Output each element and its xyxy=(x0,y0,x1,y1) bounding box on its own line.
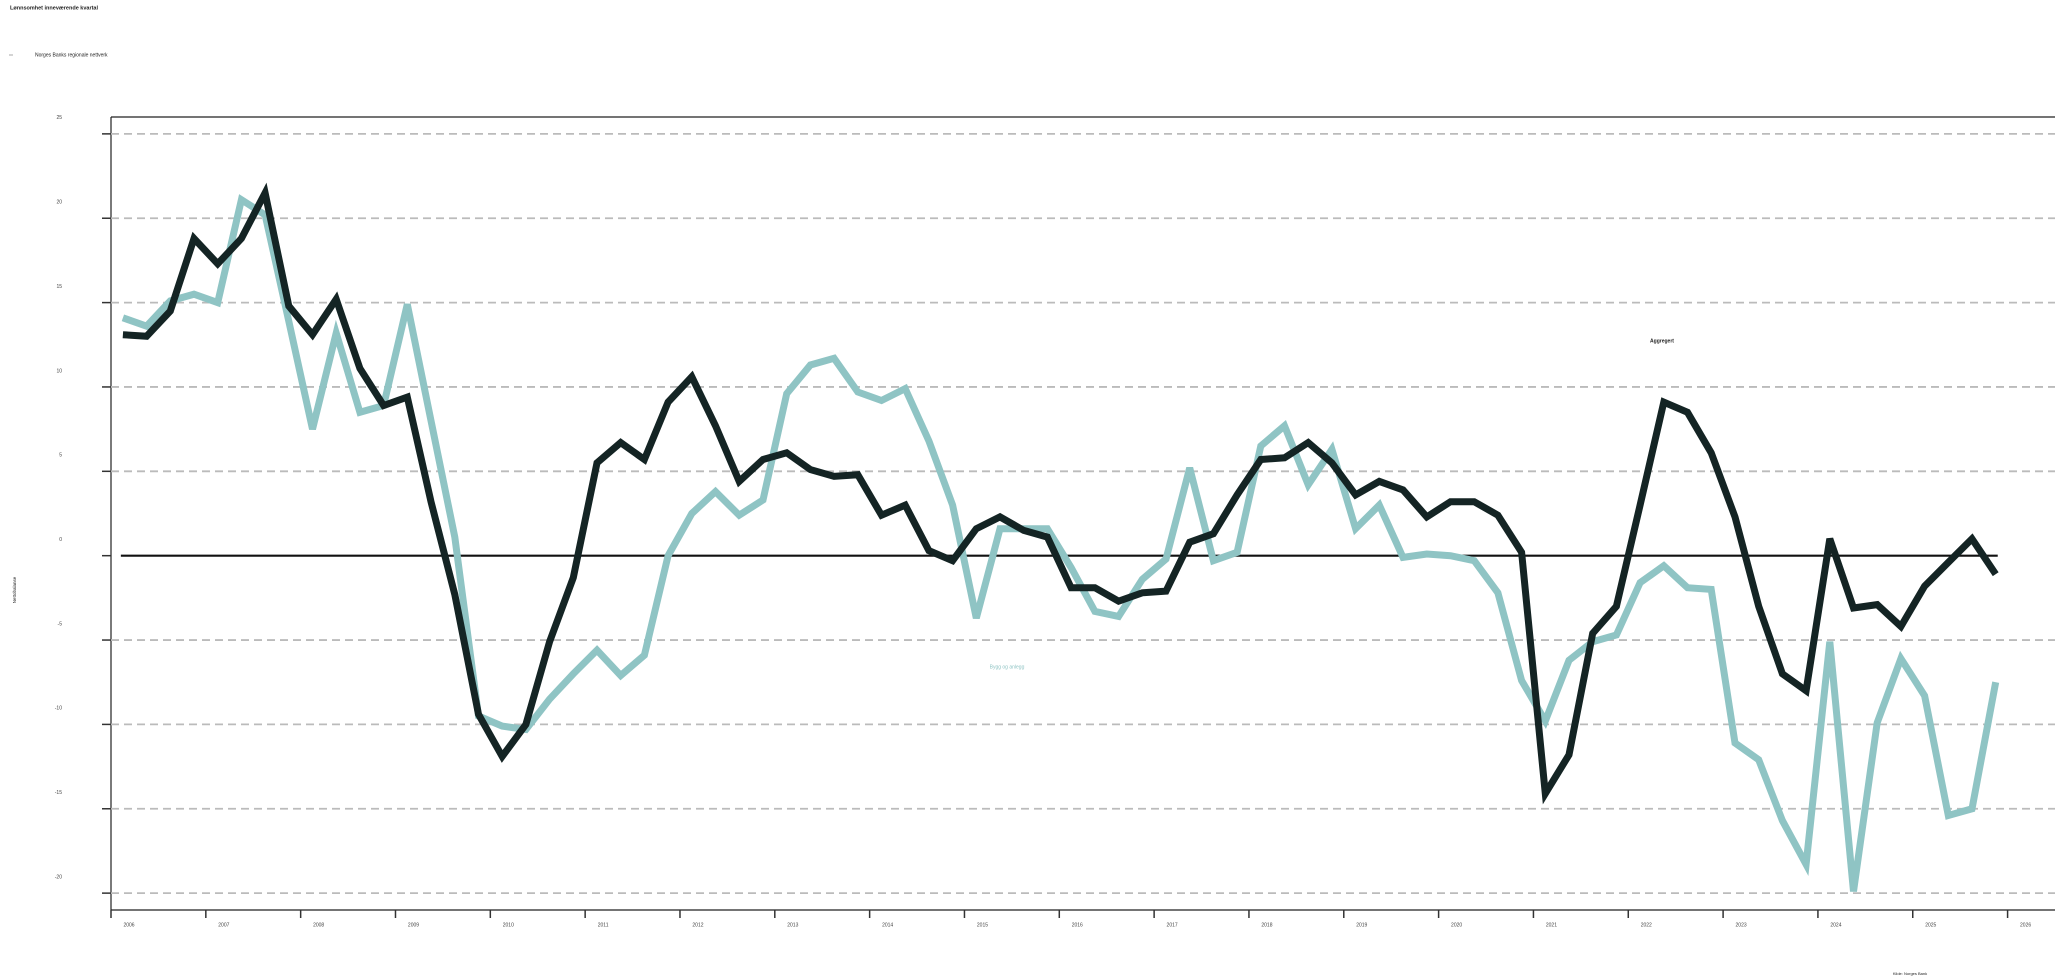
y-tick-label: -20 xyxy=(55,874,62,880)
x-tick-label: 2022 xyxy=(1641,922,1652,928)
x-tick-label: 2011 xyxy=(598,922,609,928)
chart-title: Lønnsomhet inneværende kvartal xyxy=(10,5,98,11)
y-tick-label: 10 xyxy=(56,368,62,374)
x-tick-label: 2018 xyxy=(1261,922,1272,928)
x-tick-label: 2006 xyxy=(123,922,134,928)
y-tick-label: 15 xyxy=(56,284,62,290)
y-tick-label: -10 xyxy=(55,706,62,712)
x-tick-label: 2009 xyxy=(408,922,419,928)
x-tick-label: 2013 xyxy=(787,922,798,928)
x-tick-label: 2017 xyxy=(1167,922,1178,928)
x-tick-label: 2016 xyxy=(1072,922,1083,928)
y-tick-label: 0 xyxy=(59,537,62,543)
x-tick-label: 2023 xyxy=(1736,922,1747,928)
y-tick-label: -5 xyxy=(58,621,63,627)
x-tick-label: 2010 xyxy=(503,922,514,928)
x-tick-label: 2025 xyxy=(1925,922,1936,928)
y-tick-label: 25 xyxy=(56,115,62,121)
y-tick-label: 5 xyxy=(59,453,62,459)
x-tick-label: 2007 xyxy=(218,922,229,928)
x-tick-label: 2015 xyxy=(977,922,988,928)
x-tick-label: 2024 xyxy=(1830,922,1841,928)
x-tick-label: 2019 xyxy=(1356,922,1367,928)
series-line xyxy=(122,182,1999,805)
annotation: Aggregert xyxy=(1650,338,1674,344)
x-tick-label: 2008 xyxy=(313,922,324,928)
x-tick-label: 2026 xyxy=(2020,922,2031,928)
x-tick-label: 2012 xyxy=(692,922,703,928)
x-tick-label: 2020 xyxy=(1451,922,1462,928)
y-tick-label: 20 xyxy=(56,200,62,206)
chart-subtitle: Norges Banks regionale nettverk xyxy=(35,52,108,58)
series-line xyxy=(121,194,2000,892)
annotation: Bygg og anlegg xyxy=(990,664,1025,670)
x-tick-label: 2014 xyxy=(882,922,893,928)
y-axis-label: Nettobalanse xyxy=(12,576,17,603)
source: Kilde: Norges Bank xyxy=(1893,971,1927,976)
y-tick-label: -15 xyxy=(55,790,62,796)
x-tick-label: 2021 xyxy=(1546,922,1557,928)
